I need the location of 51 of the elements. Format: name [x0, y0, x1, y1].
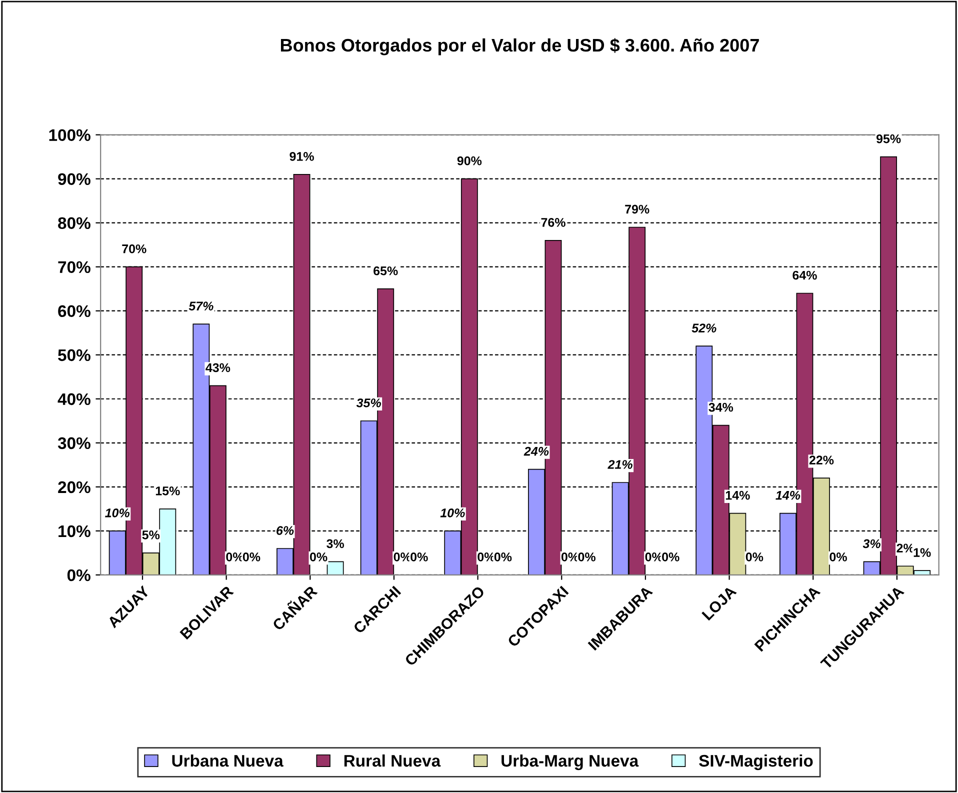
data-label: 70% — [122, 244, 146, 254]
y-tick-label: 20% — [58, 481, 90, 494]
data-label: 14% — [776, 490, 800, 500]
y-tick-label: 90% — [58, 173, 90, 186]
data-label: 35% — [356, 398, 381, 408]
data-label: 3% — [862, 539, 880, 548]
y-tick-label: 80% — [58, 217, 90, 230]
data-label: 10% — [105, 508, 130, 518]
y-tick-label: 60% — [58, 305, 90, 318]
data-label: 0% — [662, 552, 680, 562]
data-label: 0% — [830, 552, 847, 562]
data-label: 1% — [914, 548, 931, 557]
data-label: 90% — [457, 156, 482, 166]
data-label: 22% — [809, 456, 834, 464]
data-label: 24% — [524, 446, 549, 456]
y-tick-label: 70% — [58, 261, 90, 274]
data-label: 52% — [692, 324, 716, 332]
data-label: 5% — [142, 530, 160, 540]
data-label: 0% — [310, 552, 328, 562]
data-label: 34% — [708, 402, 734, 412]
data-label: 10% — [440, 508, 465, 518]
data-label: 57% — [188, 302, 214, 310]
data-label: 43% — [206, 363, 230, 372]
bar — [326, 561, 344, 575]
data-label: 0% — [242, 552, 260, 562]
y-tick-label: 10% — [58, 525, 90, 538]
y-tick-label: 40% — [58, 393, 90, 406]
legend-label: SIV-Magisterio — [699, 754, 813, 770]
data-label: 76% — [541, 218, 566, 227]
data-label: 15% — [156, 486, 180, 496]
legend-label: Rural Nueva — [344, 754, 441, 767]
legend-label: Urba-Marg Nueva — [502, 754, 639, 770]
legend-label: Urbana Nueva — [172, 754, 284, 767]
data-label: 95% — [876, 134, 901, 144]
data-label: 0% — [494, 552, 512, 562]
y-tick-label: 100% — [49, 129, 90, 142]
chart-title: Bonos Otorgados por el Valor de USD $ 3.600. Año 2007 — [280, 38, 759, 56]
data-label: 65% — [374, 266, 398, 276]
y-tick-label: 30% — [58, 437, 90, 450]
data-label: 79% — [625, 204, 650, 214]
data-label: 0% — [578, 552, 596, 562]
data-label: 0% — [746, 552, 764, 562]
data-label: 0% — [410, 552, 428, 562]
data-label: 14% — [726, 490, 750, 500]
data-label: 6% — [276, 526, 294, 535]
data-label: 21% — [608, 460, 632, 469]
y-tick-label: 50% — [58, 349, 90, 362]
data-label: 3% — [326, 539, 344, 548]
y-tick-label: 0% — [67, 569, 90, 582]
data-label: 64% — [792, 270, 817, 280]
data-label: 91% — [290, 152, 314, 161]
